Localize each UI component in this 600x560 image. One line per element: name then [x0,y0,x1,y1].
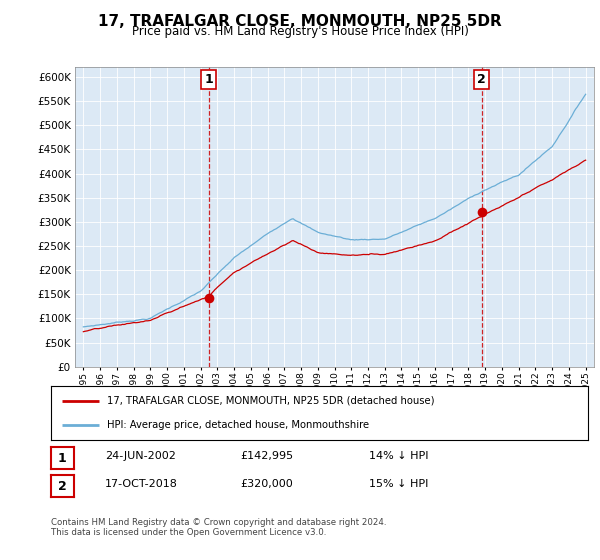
Text: 2: 2 [477,73,486,86]
Text: 24-JUN-2002: 24-JUN-2002 [105,451,176,461]
Text: 2: 2 [58,479,67,493]
Text: HPI: Average price, detached house, Monmouthshire: HPI: Average price, detached house, Monm… [107,420,370,430]
Text: 17, TRAFALGAR CLOSE, MONMOUTH, NP25 5DR (detached house): 17, TRAFALGAR CLOSE, MONMOUTH, NP25 5DR … [107,396,435,406]
Text: £320,000: £320,000 [240,479,293,489]
Text: Contains HM Land Registry data © Crown copyright and database right 2024.
This d: Contains HM Land Registry data © Crown c… [51,518,386,538]
Text: 1: 1 [204,73,213,86]
Text: £142,995: £142,995 [240,451,293,461]
Text: 14% ↓ HPI: 14% ↓ HPI [369,451,428,461]
Text: Price paid vs. HM Land Registry's House Price Index (HPI): Price paid vs. HM Land Registry's House … [131,25,469,38]
Text: 17-OCT-2018: 17-OCT-2018 [105,479,178,489]
Text: 17, TRAFALGAR CLOSE, MONMOUTH, NP25 5DR: 17, TRAFALGAR CLOSE, MONMOUTH, NP25 5DR [98,14,502,29]
Text: 15% ↓ HPI: 15% ↓ HPI [369,479,428,489]
Text: 1: 1 [58,451,67,465]
